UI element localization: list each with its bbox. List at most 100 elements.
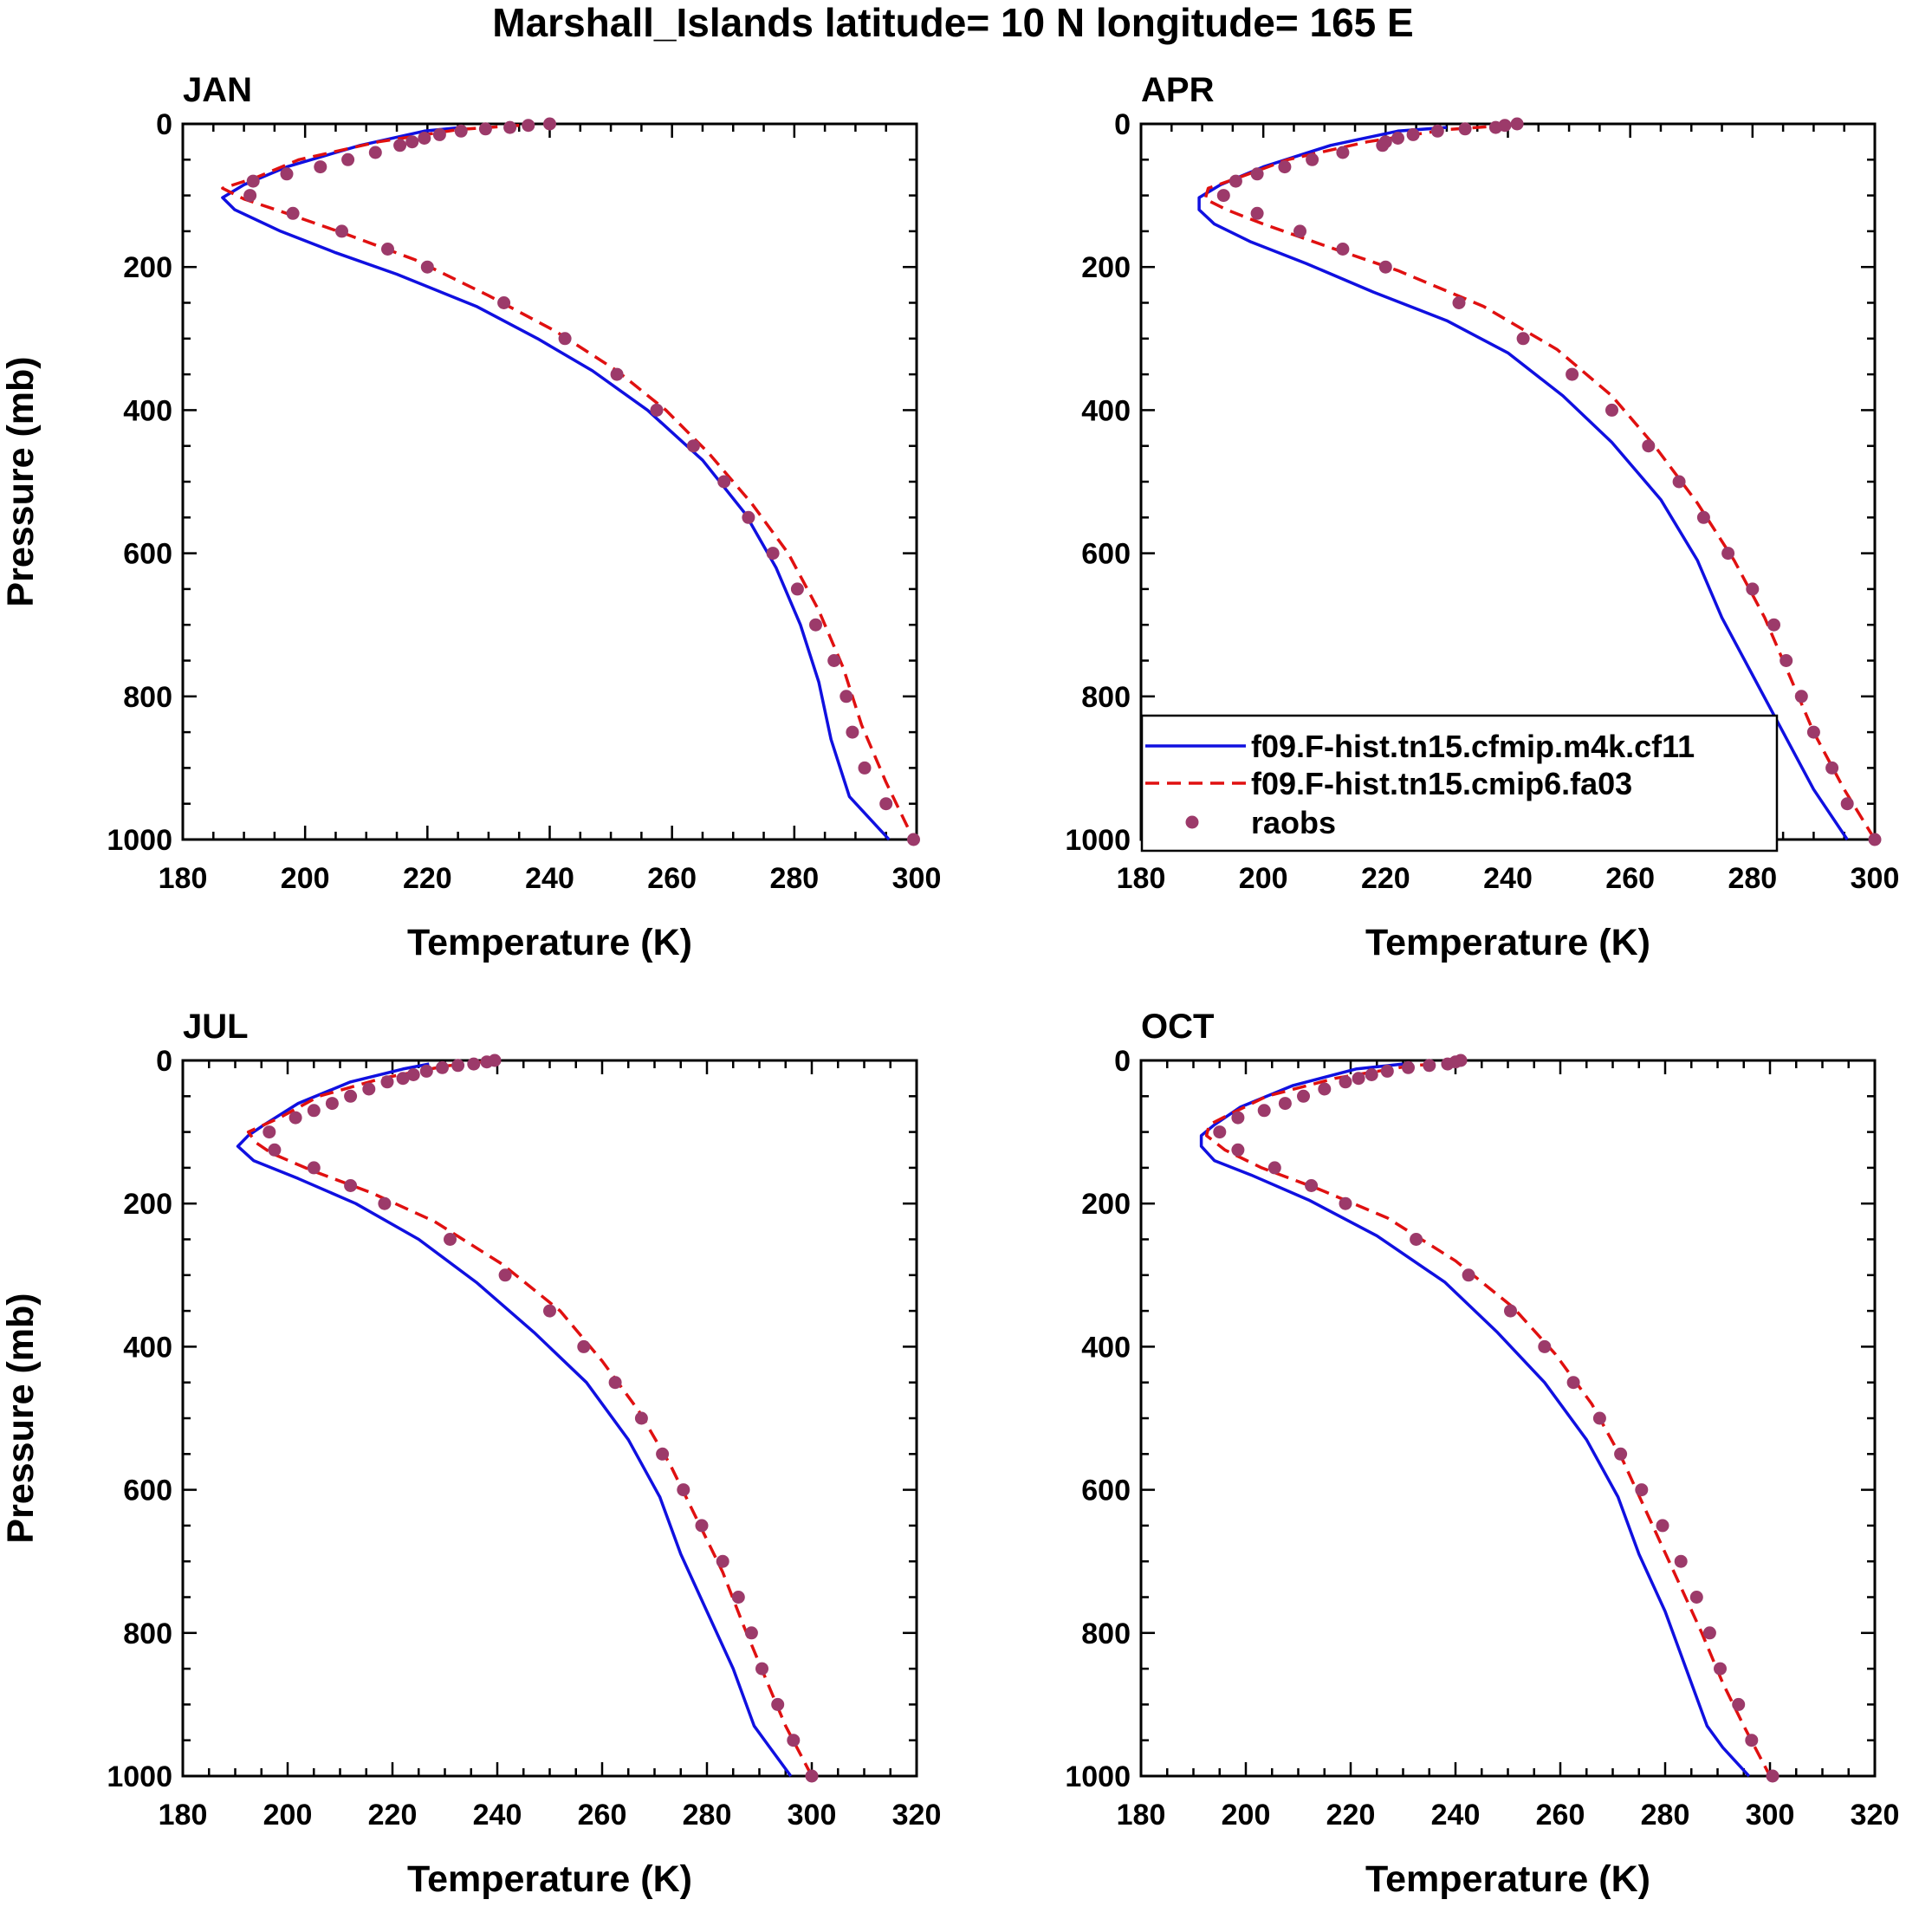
raobs-point bbox=[1336, 146, 1350, 159]
raobs-point bbox=[1452, 296, 1466, 309]
raobs-point bbox=[1305, 1179, 1319, 1192]
raobs-point bbox=[1674, 1554, 1688, 1568]
y-tick-label: 200 bbox=[1081, 1188, 1131, 1221]
raobs-point bbox=[558, 332, 572, 346]
y-tick-label: 1000 bbox=[1065, 1760, 1131, 1793]
raobs-point bbox=[716, 1554, 729, 1568]
raobs-point bbox=[717, 475, 731, 489]
raobs-point bbox=[1825, 761, 1839, 775]
raobs-point bbox=[498, 1268, 512, 1282]
raobs-point bbox=[1430, 124, 1444, 138]
raobs-point bbox=[1635, 1483, 1649, 1497]
y-tick-label: 800 bbox=[1081, 1618, 1131, 1650]
x-tick-label: 200 bbox=[1239, 862, 1288, 895]
raobs-point bbox=[380, 1075, 394, 1089]
raobs-point bbox=[381, 243, 394, 256]
raobs-point bbox=[378, 1196, 392, 1210]
figure-title: Marshall_Islands latitude= 10 N longitud… bbox=[492, 0, 1413, 45]
raobs-point bbox=[1339, 1075, 1352, 1089]
raobs-point bbox=[246, 174, 260, 188]
raobs-point bbox=[1780, 654, 1793, 667]
y-axis-label: Pressure (mb) bbox=[0, 356, 42, 606]
y-tick-label: 200 bbox=[123, 251, 172, 284]
x-tick-label: 200 bbox=[1222, 1799, 1271, 1832]
series-line-cfmip-m4k bbox=[236, 1062, 793, 1778]
y-tick-label: 600 bbox=[123, 538, 172, 571]
y-tick-label: 600 bbox=[1081, 538, 1131, 571]
raobs-point bbox=[478, 122, 492, 136]
raobs-point bbox=[827, 654, 841, 667]
raobs-point bbox=[1250, 206, 1264, 220]
x-tick-label: 300 bbox=[1851, 862, 1900, 895]
x-axis-label: Temperature (K) bbox=[407, 922, 692, 963]
raobs-point bbox=[543, 117, 556, 131]
y-tick-label: 400 bbox=[123, 1331, 172, 1364]
x-tick-label: 220 bbox=[403, 862, 452, 895]
y-tick-label: 0 bbox=[156, 108, 172, 141]
y-tick-label: 200 bbox=[1081, 251, 1131, 284]
x-tick-label: 260 bbox=[647, 862, 697, 895]
panel-title: JAN bbox=[183, 71, 252, 109]
raobs-point bbox=[467, 1057, 481, 1071]
x-tick-label: 240 bbox=[473, 1799, 522, 1832]
raobs-point bbox=[1766, 1769, 1780, 1783]
series-line-cmip6-fa03 bbox=[1203, 123, 1877, 840]
y-tick-label: 800 bbox=[123, 681, 172, 714]
raobs-point bbox=[1441, 1057, 1455, 1071]
panel-jan: JAN 180 200 220 240 260 280 300 0 200 400 600 800 100… bbox=[0, 71, 941, 963]
raobs-point bbox=[805, 1769, 819, 1783]
legend-label: f09.F-hist.tn15.cfmip.m4k.cf11 bbox=[1251, 729, 1695, 764]
y-tick-label: 200 bbox=[123, 1188, 172, 1221]
raobs-point bbox=[577, 1339, 591, 1353]
raobs-point bbox=[790, 582, 804, 596]
raobs-point bbox=[1721, 547, 1735, 561]
raobs-point bbox=[1278, 1097, 1292, 1111]
raobs-point bbox=[393, 139, 407, 152]
raobs-point bbox=[1458, 122, 1472, 136]
x-axis-label: Temperature (K) bbox=[407, 1858, 692, 1900]
raobs-point bbox=[1352, 1072, 1365, 1086]
raobs-point bbox=[755, 1662, 768, 1676]
raobs-point bbox=[695, 1519, 709, 1533]
raobs-point bbox=[419, 1064, 433, 1078]
y-tick-label: 600 bbox=[123, 1475, 172, 1507]
raobs-point bbox=[1380, 1064, 1394, 1078]
y-tick-label: 0 bbox=[1114, 108, 1131, 141]
raobs-point bbox=[280, 167, 294, 181]
raobs-point bbox=[1391, 132, 1404, 145]
raobs-point bbox=[1229, 174, 1242, 188]
raobs-point bbox=[1794, 690, 1808, 703]
raobs-point bbox=[314, 160, 327, 174]
raobs-point bbox=[650, 403, 664, 417]
raobs-point bbox=[1257, 1104, 1271, 1118]
x-tick-label: 240 bbox=[1483, 862, 1533, 895]
raobs-point bbox=[1365, 1068, 1378, 1081]
raobs-point bbox=[1566, 1376, 1580, 1390]
panels-container: JAN 180 200 220 240 260 280 300 0 200 400 600 800 100… bbox=[0, 71, 1899, 1900]
raobs-point bbox=[1402, 1060, 1415, 1074]
raobs-point bbox=[263, 1125, 276, 1139]
raobs-point bbox=[325, 1097, 339, 1111]
x-tick-label: 320 bbox=[892, 1799, 942, 1832]
raobs-point bbox=[368, 146, 382, 159]
series-line-cmip6-fa03 bbox=[221, 123, 916, 840]
x-tick-label: 280 bbox=[1728, 862, 1777, 895]
raobs-point bbox=[1406, 127, 1420, 141]
raobs-point bbox=[677, 1483, 690, 1497]
x-tick-label: 300 bbox=[1746, 1799, 1795, 1832]
raobs-point bbox=[1732, 1697, 1746, 1711]
raobs-point bbox=[1614, 1447, 1628, 1461]
raobs-point bbox=[1656, 1519, 1669, 1533]
raobs-point bbox=[405, 135, 419, 149]
x-tick-label: 300 bbox=[788, 1799, 837, 1832]
raobs-point bbox=[608, 1376, 622, 1390]
raobs-point bbox=[1378, 260, 1392, 274]
raobs-point bbox=[1806, 725, 1820, 739]
raobs-point bbox=[451, 1059, 465, 1073]
raobs-point bbox=[1231, 1111, 1245, 1125]
legend-label: raobs bbox=[1251, 805, 1336, 840]
x-tick-label: 300 bbox=[892, 862, 942, 895]
y-tick-label: 1000 bbox=[107, 824, 172, 857]
legend-box bbox=[1140, 714, 1779, 853]
raobs-point bbox=[396, 1072, 410, 1086]
